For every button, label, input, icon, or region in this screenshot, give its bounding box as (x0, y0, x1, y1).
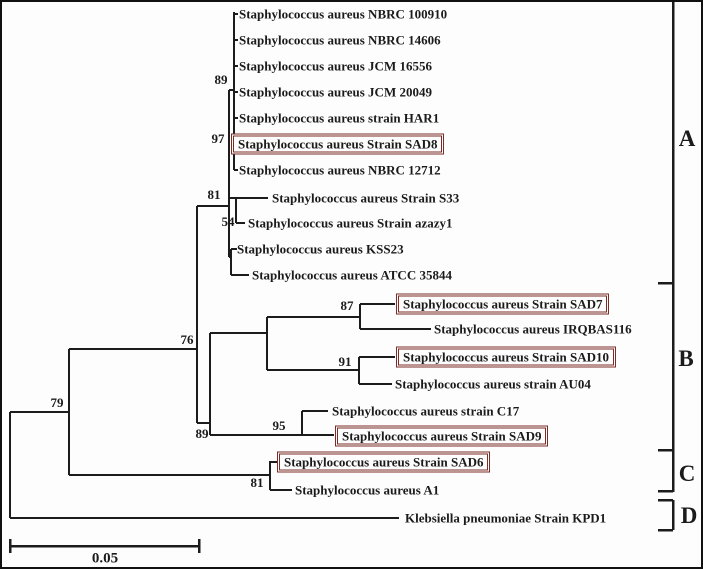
bootstrap-value: 79 (50, 395, 64, 410)
scale-bar-label: 0.05 (91, 550, 119, 567)
taxon-label: Staphylococcus aureus strain C17 (332, 403, 520, 419)
taxon-label: Staphylococcus aureus JCM 16556 (239, 58, 432, 74)
bootstrap-value: 87 (340, 298, 354, 313)
clade-label-b: B (678, 346, 694, 371)
taxon-label: Staphylococcus aureus strain HAR1 (239, 110, 440, 126)
bootstrap-value: 89 (214, 72, 228, 87)
taxon-label: Staphylococcus aureus Strain S33 (272, 190, 460, 206)
taxon-label: Klebsiella pneumoniae Strain KPD1 (405, 510, 607, 526)
clade-label-c: C (678, 461, 696, 486)
bootstrap-value: 54 (221, 214, 235, 229)
bootstrap-value: 91 (338, 354, 352, 369)
taxon-label: Staphylococcus aureus A1 (295, 482, 440, 498)
taxon-label: Staphylococcus aureus Strain azazy1 (248, 215, 453, 231)
taxon-label-highlighted: Staphylococcus aureus Strain SAD7 (396, 293, 610, 315)
bootstrap-value: 81 (250, 475, 264, 490)
bootstrap-value: 89 (195, 426, 209, 441)
taxon-label-highlighted: Staphylococcus aureus Strain SAD8 (231, 133, 445, 155)
bootstrap-value: 97 (211, 131, 225, 146)
clade-label-d: D (680, 503, 698, 528)
taxon-label: Staphylococcus aureus JCM 20049 (239, 84, 432, 100)
bootstrap-value: 76 (180, 332, 194, 347)
taxon-label: Staphylococcus aureus NBRC 14606 (239, 32, 441, 48)
taxon-label-highlighted: Staphylococcus aureus Strain SAD6 (277, 451, 491, 473)
taxon-label: Staphylococcus aureus IRQBAS116 (434, 321, 632, 337)
bootstrap-value: 95 (272, 418, 286, 433)
clade-brackets (658, 2, 675, 532)
scale-bar (8, 539, 201, 553)
taxon-label: Staphylococcus aureus NBRC 12712 (239, 162, 441, 178)
bootstrap-value: 81 (207, 187, 221, 202)
taxon-label: Staphylococcus aureus KSS23 (237, 241, 404, 257)
clade-label-a: A (678, 126, 696, 151)
taxon-label-highlighted: Staphylococcus aureus Strain SAD10 (396, 346, 616, 368)
taxon-label: Staphylococcus aureus NBRC 100910 (239, 6, 448, 22)
taxon-label: Staphylococcus aureus ATCC 35844 (252, 267, 452, 283)
taxon-label-highlighted: Staphylococcus aureus Strain SAD9 (335, 425, 549, 447)
taxon-label: Staphylococcus aureus strain AU04 (395, 376, 591, 392)
tree-branches (9, 12, 431, 519)
